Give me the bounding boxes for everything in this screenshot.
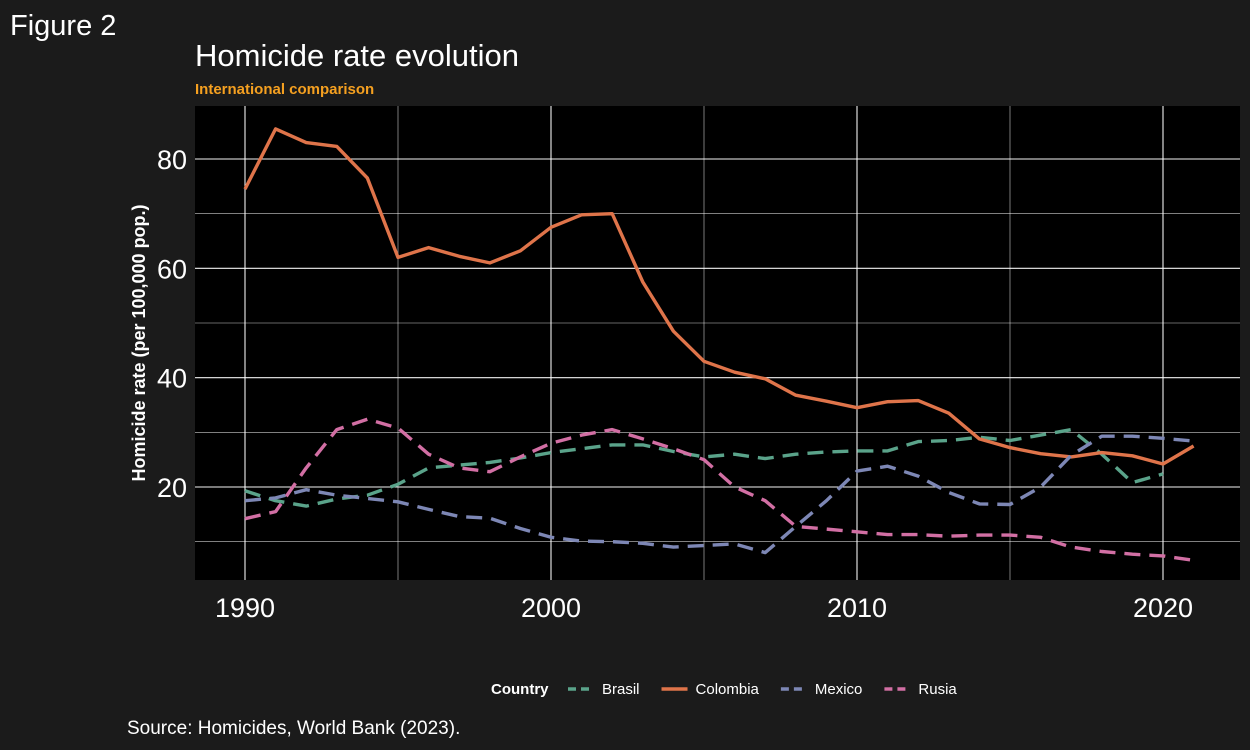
legend-items: Brasil Colombia Mexico Rusia	[568, 681, 957, 698]
x-tick-label: 1990	[215, 593, 275, 623]
y-axis-title: Homicide rate (per 100,000 pop.)	[129, 204, 149, 481]
series-line-mexico	[244, 434, 1194, 555]
series-line-rusia	[244, 417, 1194, 562]
y-tick-label: 60	[157, 254, 187, 284]
legend-item-mexico: Mexico	[780, 681, 863, 698]
figure-label: Figure 2	[10, 10, 117, 42]
y-tick-label: 20	[157, 473, 187, 503]
legend-label: Rusia	[918, 681, 957, 698]
series-line-colombia	[243, 127, 1195, 466]
legend: Country Brasil Colombia Mexico Rusia	[491, 681, 957, 698]
legend-item-rusia: Rusia	[884, 681, 957, 698]
source-note: Source: Homicides, World Bank (2023).	[127, 718, 461, 739]
x-tick-label: 2010	[827, 593, 887, 623]
series-line-brasil	[244, 427, 1164, 508]
chart-title: Homicide rate evolution	[195, 38, 519, 73]
x-tick-label: 2000	[521, 593, 581, 623]
series-lines	[243, 127, 1195, 562]
legend-item-brasil: Brasil	[568, 681, 640, 698]
legend-title: Country	[491, 681, 549, 698]
x-tick-label: 2020	[1133, 593, 1193, 623]
legend-item-colombia: Colombia	[661, 681, 760, 698]
legend-label: Colombia	[696, 681, 760, 698]
y-tick-label: 40	[157, 364, 187, 394]
y-tick-label: 80	[157, 145, 187, 175]
legend-label: Brasil	[602, 681, 640, 698]
legend-label: Mexico	[815, 681, 863, 698]
plot-background	[195, 106, 1240, 580]
chart-subtitle: International comparison	[195, 81, 375, 98]
